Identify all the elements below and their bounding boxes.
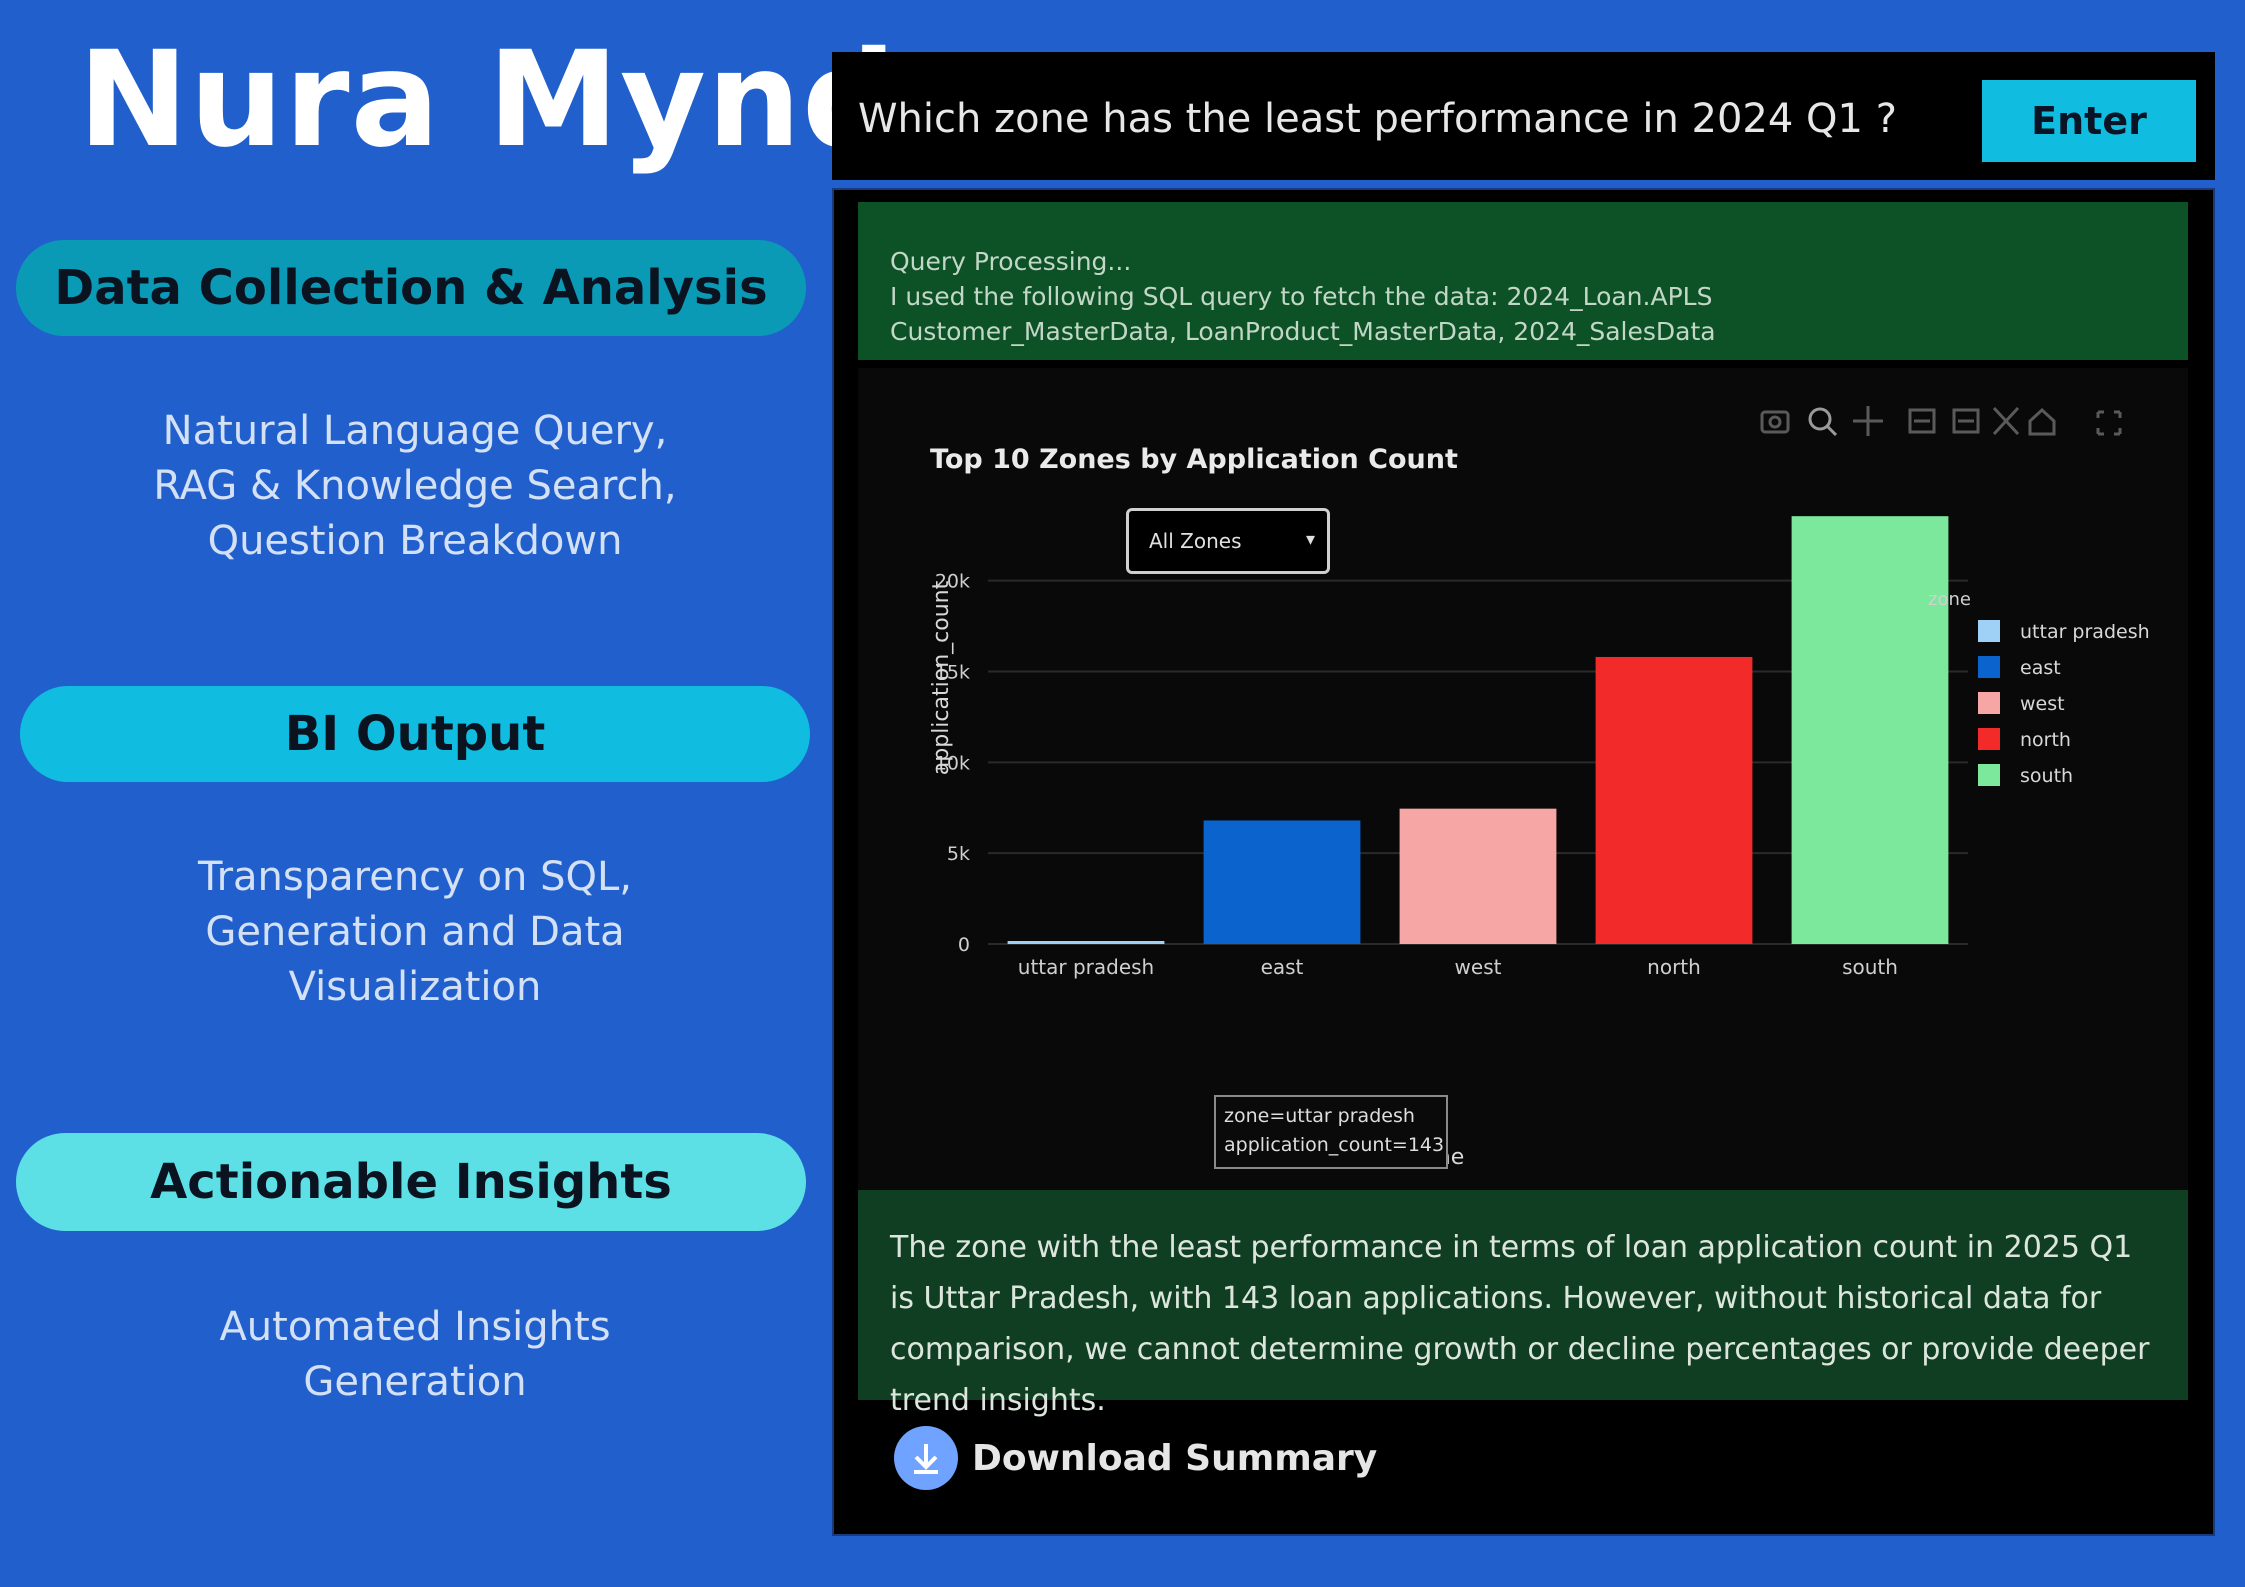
download-summary-button[interactable]: Download Summary [894, 1426, 1377, 1490]
legend-swatch[interactable] [1978, 656, 2000, 678]
pan-icon[interactable] [1853, 406, 1883, 436]
zoom-out-icon[interactable] [1952, 408, 1980, 434]
tooltip-count: application_count=143 [1224, 1134, 1444, 1156]
feature-description-line: Generation [303, 1359, 527, 1405]
autoscale-icon[interactable] [1992, 406, 2020, 436]
zoom-icon[interactable] [1808, 407, 1838, 437]
bar-north[interactable] [1595, 656, 1753, 944]
legend-label[interactable]: west [2020, 693, 2065, 715]
zoom-in-icon[interactable] [1908, 408, 1936, 434]
bar-uttar-pradesh[interactable] [1007, 941, 1165, 944]
legend-swatch[interactable] [1978, 692, 2000, 714]
feature-description-line: Question Breakdown [207, 518, 623, 564]
zone-select-value: All Zones [1149, 529, 1242, 553]
fullscreen-icon[interactable] [2096, 410, 2122, 436]
x-tick-label: west [1455, 955, 1502, 979]
bar-east[interactable] [1203, 820, 1361, 944]
x-axis-ticks: uttar pradesh east west north south [1018, 955, 1898, 979]
legend-label[interactable]: uttar pradesh [2020, 621, 2150, 643]
legend-label[interactable]: south [2020, 765, 2073, 787]
home-icon[interactable] [2028, 407, 2056, 436]
legend-label[interactable]: north [2020, 729, 2071, 751]
feature-description-actionable-insights: Automated Insights Generation [20, 1300, 810, 1410]
legend-label[interactable]: east [2020, 657, 2061, 679]
feature-description-line: Visualization [288, 964, 542, 1010]
legend-title: zone [1928, 589, 1971, 610]
insight-box: The zone with the least performance in t… [858, 1190, 2188, 1418]
processing-sql-line: I used the following SQL query to fetch … [890, 282, 1713, 311]
y-tick-label: 5k [947, 843, 970, 865]
y-tick-label: 10k [935, 752, 970, 774]
y-tick-label: 15k [935, 662, 970, 684]
results-panel: Query Processing... I used the following… [832, 188, 2215, 1536]
feature-pill-bi-output: BI Output [20, 686, 810, 782]
chevron-down-icon: ▾ [1305, 529, 1315, 550]
chart-title: Top 10 Zones by Application Count [930, 444, 1458, 475]
chart-toolbar [1760, 406, 2122, 437]
y-axis-label: application_count [929, 580, 954, 775]
x-tick-label: north [1647, 955, 1701, 979]
legend: uttar pradesh east west north south [1978, 620, 2150, 787]
x-tick-label: east [1261, 955, 1304, 979]
bar-west[interactable] [1399, 808, 1557, 944]
y-axis-ticks: 0 5k 10k 15k 20k [935, 571, 970, 956]
feature-description-bi-output: Transparency on SQL, Generation and Data… [20, 850, 810, 1015]
bar-south[interactable] [1791, 516, 1949, 944]
tooltip-zone: zone=uttar pradesh [1224, 1105, 1415, 1127]
legend-swatch[interactable] [1978, 764, 2000, 786]
query-processing-box: Query Processing... I used the following… [858, 202, 2188, 360]
camera-icon[interactable] [1760, 410, 1790, 434]
enter-button[interactable]: Enter [1982, 80, 2196, 162]
feature-description-line: Natural Language Query, [162, 408, 668, 454]
feature-description-data-collection: Natural Language Query, RAG & Knowledge … [20, 404, 810, 569]
x-tick-label: south [1842, 955, 1898, 979]
bars [1007, 516, 1949, 944]
feature-pill-actionable-insights: Actionable Insights [16, 1133, 806, 1231]
zone-select[interactable]: All Zones ▾ [1126, 508, 1330, 574]
feature-description-line: Transparency on SQL, [198, 854, 632, 900]
processing-sql-line: Customer_MasterData, LoanProduct_MasterD… [890, 317, 1716, 346]
y-tick-label: 20k [935, 571, 970, 593]
query-input[interactable]: Which zone has the least performance in … [858, 96, 1897, 142]
x-tick-label: uttar pradesh [1018, 955, 1154, 979]
feature-pill-data-collection: Data Collection & Analysis [16, 240, 806, 336]
feature-description-line: Generation and Data [205, 909, 625, 955]
brand-title: Nura Mynd [78, 23, 898, 177]
processing-status: Query Processing... [890, 247, 1132, 276]
download-summary-label[interactable]: Download Summary [972, 1437, 1378, 1479]
bar-chart: 0 5k 10k 15k 20k uttar pradesh east west north s… [929, 406, 2150, 1170]
feature-description-line: Automated Insights [219, 1304, 611, 1350]
legend-swatch[interactable] [1978, 620, 2000, 642]
y-tick-label: 0 [958, 934, 970, 956]
feature-description-line: RAG & Knowledge Search, [153, 463, 677, 509]
hover-tooltip: zone=uttar pradesh application_count=143 [1214, 1095, 1448, 1169]
download-icon[interactable] [894, 1426, 958, 1490]
legend-swatch[interactable] [1978, 728, 2000, 750]
query-bar: Which zone has the least performance in … [832, 52, 2215, 180]
